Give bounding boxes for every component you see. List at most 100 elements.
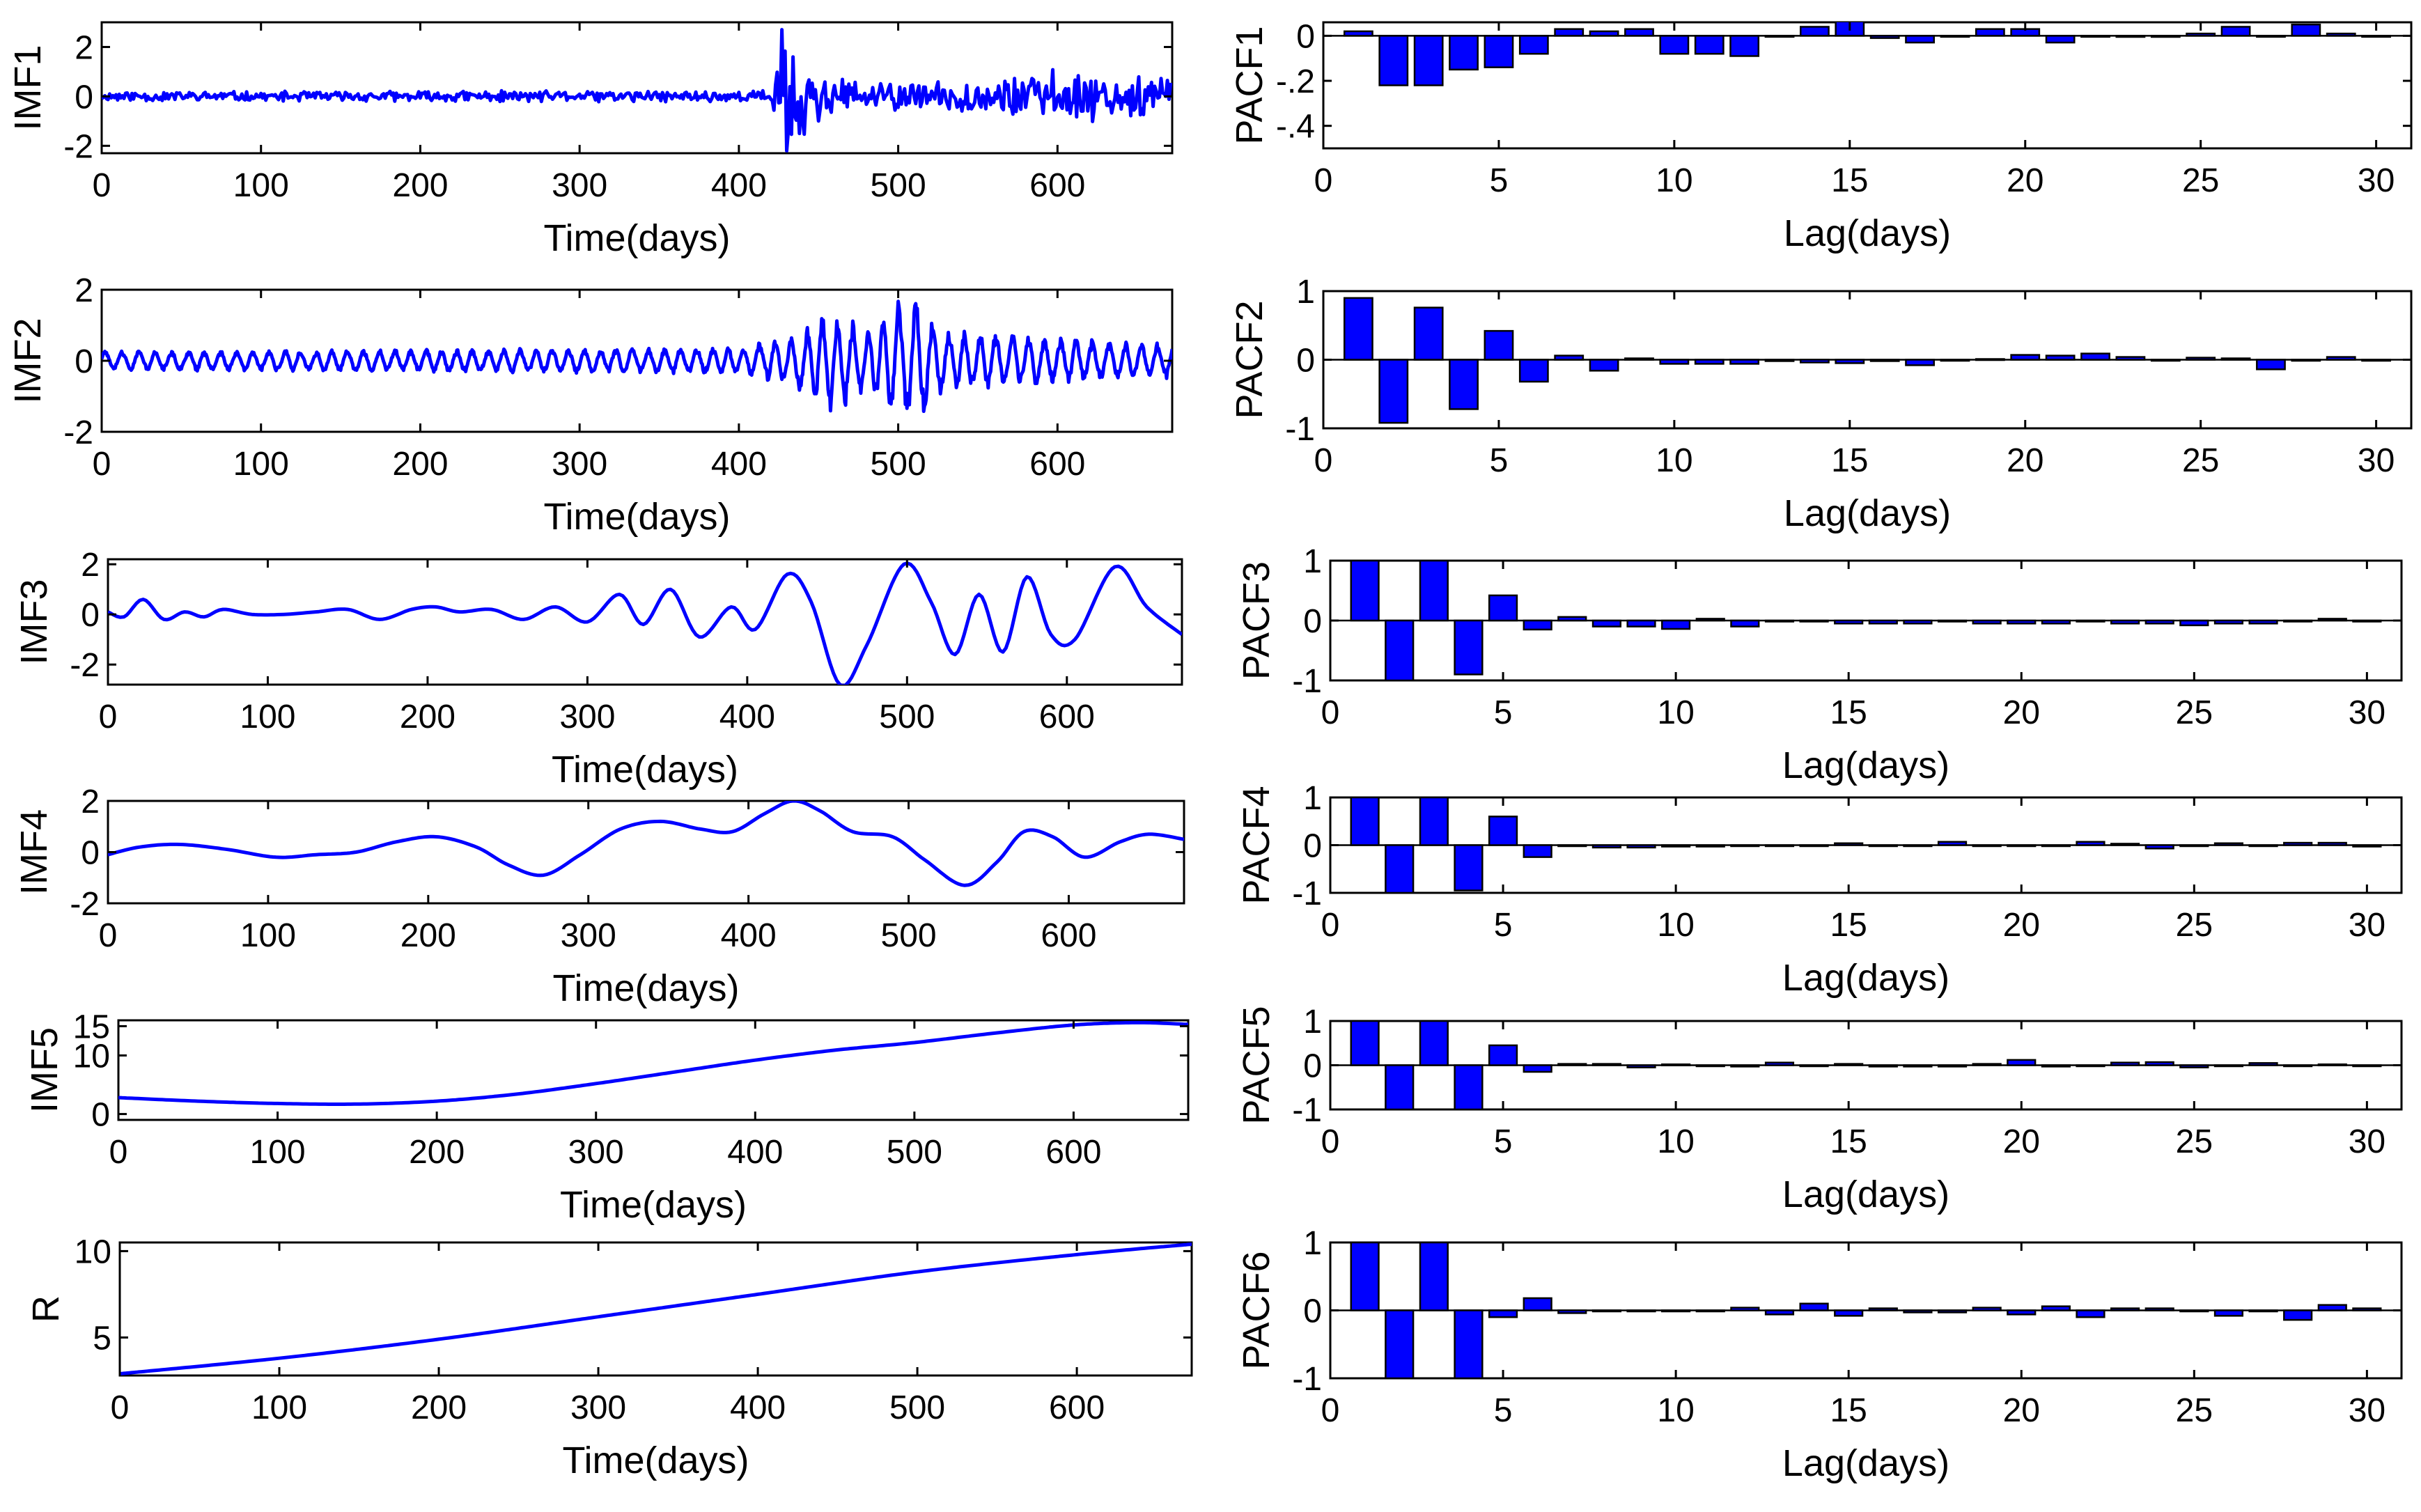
bar-lag-26 — [2213, 619, 2244, 625]
bar-lag-14 — [1799, 844, 1829, 848]
bar-lag-19 — [1972, 619, 2002, 625]
bar-lag-3 — [1413, 35, 1444, 86]
bar-lag-11 — [1694, 35, 1725, 55]
y-tick-label: 2 — [75, 29, 93, 66]
bar-lag-27 — [2256, 359, 2286, 371]
y-tick-label: -.4 — [1276, 109, 1315, 146]
x-tick-label: 500 — [887, 1134, 942, 1171]
x-axis-label: Time(days) — [543, 217, 730, 259]
y-tick-label: 5 — [93, 1320, 111, 1357]
bar-lag-1 — [1350, 797, 1380, 846]
x-tick-label: 15 — [1831, 442, 1868, 479]
bar-lag-24 — [2144, 1307, 2174, 1311]
x-tick-label: 15 — [1830, 694, 1867, 731]
bar-lag-13 — [1764, 619, 1795, 623]
x-tick-label: 600 — [1041, 917, 1096, 954]
bar-lag-30 — [2352, 619, 2382, 623]
bar-lag-30 — [2352, 844, 2382, 848]
bar-lag-24 — [2144, 619, 2174, 625]
x-tick-label: 10 — [1656, 162, 1692, 199]
bar-lag-7 — [1557, 1309, 1587, 1314]
bar-lag-8 — [1591, 619, 1621, 628]
bar-lag-11 — [1695, 844, 1725, 848]
y-tick-label: 1 — [1303, 780, 1322, 817]
bar-lag-17 — [1903, 619, 1933, 625]
bar-lag-25 — [2179, 844, 2209, 848]
y-tick-label: 2 — [75, 272, 93, 309]
bar-lag-12 — [1729, 359, 1760, 365]
x-tick-label: 200 — [409, 1134, 465, 1171]
bar-lag-20 — [2010, 354, 2041, 361]
bar-lag-5 — [1488, 1309, 1518, 1318]
series-line-imf1 — [102, 28, 1172, 153]
axes-frame — [107, 800, 1185, 905]
x-tick-label: 0 — [1321, 907, 1340, 944]
bar-lag-29 — [2317, 1063, 2347, 1066]
x-tick-label: 500 — [879, 699, 935, 735]
y-tick-label: -2 — [70, 647, 100, 684]
bar-lag-6 — [1523, 844, 1552, 858]
bar-lag-12 — [1730, 844, 1760, 848]
bar-lag-11 — [1695, 1064, 1725, 1068]
x-tick-label: 0 — [1321, 694, 1340, 731]
bar-lag-14 — [1799, 1064, 1829, 1068]
x-tick-label: 100 — [250, 1134, 306, 1171]
bar-lag-30 — [2352, 1064, 2382, 1068]
bar-lag-21 — [2045, 354, 2076, 361]
bar-lag-9 — [1626, 844, 1656, 849]
bar-lag-18 — [1937, 619, 1968, 623]
x-tick-label: 15 — [1830, 1123, 1867, 1160]
bar-lag-4 — [1454, 619, 1484, 676]
x-tick-label: 25 — [2182, 442, 2219, 479]
bar-lag-25 — [2186, 32, 2216, 37]
x-tick-label: 5 — [1494, 907, 1513, 944]
x-tick-label: 30 — [2349, 694, 2385, 731]
bar-lag-4 — [1454, 1064, 1484, 1109]
y-tick-label: 0 — [1296, 18, 1315, 55]
x-tick-label: 20 — [2007, 442, 2044, 479]
bar-lag-30 — [2352, 1307, 2382, 1311]
x-tick-label: 5 — [1494, 1123, 1513, 1160]
bar-lag-14 — [1799, 1302, 1829, 1311]
bar-lag-26 — [2220, 357, 2251, 361]
x-tick-label: 300 — [559, 699, 615, 735]
x-tick-label: 400 — [711, 446, 767, 483]
bar-lag-11 — [1695, 1309, 1725, 1313]
x-tick-label: 10 — [1657, 1123, 1694, 1160]
bar-lag-7 — [1557, 844, 1587, 848]
x-tick-label: 400 — [730, 1389, 786, 1426]
bar-lag-20 — [2007, 1309, 2037, 1316]
bar-lag-18 — [1937, 1309, 1968, 1314]
bar-lag-4 — [1449, 359, 1479, 410]
x-tick-label: 0 — [111, 1389, 130, 1426]
y-axis-label: R — [25, 1295, 67, 1323]
x-tick-label: 15 — [1830, 1392, 1867, 1429]
bar-lag-28 — [2291, 359, 2321, 362]
y-axis-label: PACF3 — [1236, 561, 1277, 680]
x-tick-label: 20 — [2003, 1392, 2040, 1429]
y-tick-label: 0 — [91, 1097, 110, 1134]
x-tick-label: 400 — [727, 1134, 783, 1171]
bar-lag-2 — [1385, 619, 1415, 680]
y-tick-label: 0 — [1303, 828, 1322, 865]
bar-lag-15 — [1834, 1309, 1864, 1317]
x-tick-label: 200 — [400, 917, 456, 954]
x-tick-label: 5 — [1490, 442, 1509, 479]
y-tick-label: -2 — [70, 886, 100, 923]
bar-lag-17 — [1905, 35, 1935, 44]
x-tick-label: 0 — [1314, 162, 1333, 199]
bar-lag-3 — [1419, 1242, 1449, 1311]
x-tick-label: 10 — [1657, 694, 1694, 731]
bar-lag-2 — [1378, 35, 1409, 86]
bar-lag-11 — [1695, 618, 1725, 622]
bar-lag-28 — [2291, 23, 2321, 37]
x-tick-label: 0 — [93, 446, 111, 483]
series-line-r — [120, 1242, 1192, 1375]
bar-lag-21 — [2041, 619, 2071, 625]
x-axis-label: Time(days) — [562, 1440, 749, 1481]
bar-lag-24 — [2150, 359, 2181, 362]
bar-lag-23 — [2110, 843, 2140, 846]
y-axis-label: PACF1 — [1229, 26, 1270, 144]
